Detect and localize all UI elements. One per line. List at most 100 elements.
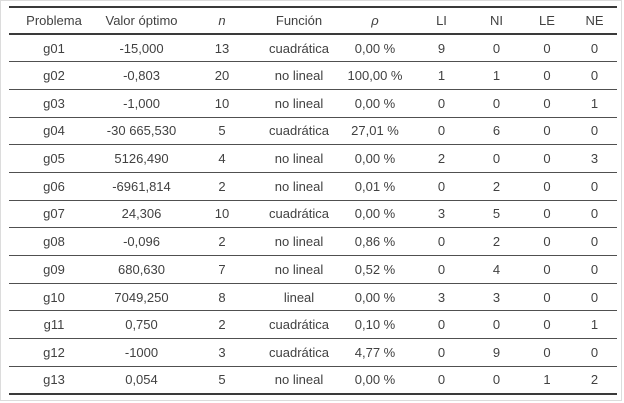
cell-le: 0 [522, 283, 572, 312]
cell-ni: 0 [471, 366, 522, 395]
cell-valor_optimo: 7049,250 [99, 283, 184, 312]
cell-funcion: lineal [260, 283, 338, 312]
cell-funcion: no lineal [260, 89, 338, 118]
cell-li: 9 [412, 34, 471, 63]
cell-ne: 0 [572, 117, 617, 146]
cell-ne: 2 [572, 366, 617, 395]
cell-rho: 27,01 % [338, 117, 412, 146]
cell-li: 1 [412, 61, 471, 90]
cell-funcion: cuadrática [260, 200, 338, 229]
cell-ni: 0 [471, 310, 522, 340]
cell-n: 10 [184, 89, 260, 118]
cell-ni: 6 [471, 117, 522, 146]
cell-le: 0 [522, 61, 572, 90]
cell-rho: 0,10 % [338, 310, 412, 340]
table-row: g11 0,750 2 cuadrática 0,10 % 0 0 0 1 [9, 310, 617, 340]
cell-li: 0 [412, 117, 471, 146]
cell-valor_optimo: 5126,490 [99, 144, 184, 173]
cell-li: 0 [412, 310, 471, 340]
table-row: g08 -0,096 2 no lineal 0,86 % 0 2 0 0 [9, 227, 617, 256]
cell-problema: g09 [9, 255, 99, 284]
cell-funcion: cuadrática [260, 117, 338, 146]
cell-problema: g03 [9, 89, 99, 118]
cell-li: 2 [412, 144, 471, 173]
cell-le: 0 [522, 338, 572, 367]
cell-funcion: cuadrática [260, 338, 338, 367]
cell-li: 3 [412, 200, 471, 229]
cell-valor_optimo: 0,054 [99, 366, 184, 395]
cell-funcion: no lineal [260, 227, 338, 256]
header-row: Problema Valor óptimo n Función ρ LI NI LE NE [9, 7, 617, 35]
table-row: g07 24,306 10 cuadrática 0,00 % 3 5 0 0 [9, 200, 617, 229]
cell-n: 5 [184, 117, 260, 146]
cell-ne: 0 [572, 61, 617, 90]
column-header-le: LE [522, 7, 572, 35]
cell-rho: 0,01 % [338, 172, 412, 201]
column-header-li: LI [412, 7, 471, 35]
cell-valor_optimo: -1,000 [99, 89, 184, 118]
cell-ni: 0 [471, 89, 522, 118]
cell-problema: g04 [9, 117, 99, 146]
cell-ni: 4 [471, 255, 522, 284]
cell-ne: 3 [572, 144, 617, 173]
cell-rho: 0,00 % [338, 283, 412, 312]
cell-problema: g01 [9, 34, 99, 63]
cell-n: 2 [184, 172, 260, 201]
cell-ne: 1 [572, 310, 617, 340]
cell-n: 5 [184, 366, 260, 395]
table-row: g06 -6961,814 2 no lineal 0,01 % 0 2 0 0 [9, 172, 617, 201]
cell-ne: 0 [572, 227, 617, 256]
cell-rho: 0,00 % [338, 366, 412, 395]
cell-ni: 5 [471, 200, 522, 229]
table-body: g01 -15,000 13 cuadrática 0,00 % 9 0 0 0 g02 -0,80… [9, 34, 617, 395]
cell-ni: 0 [471, 144, 522, 173]
cell-ne: 0 [572, 283, 617, 312]
cell-n: 2 [184, 227, 260, 256]
column-header-ni: NI [471, 7, 522, 35]
column-header-problema: Problema [9, 7, 99, 35]
cell-n: 7 [184, 255, 260, 284]
cell-valor_optimo: -0,803 [99, 61, 184, 90]
table-row: g13 0,054 5 no lineal 0,00 % 0 0 1 2 [9, 366, 617, 395]
cell-ni: 2 [471, 227, 522, 256]
cell-ne: 0 [572, 255, 617, 284]
cell-rho: 0,00 % [338, 144, 412, 173]
cell-ni: 0 [471, 34, 522, 63]
benchmark-problems-table: Problema Valor óptimo n Función ρ LI NI LE NE g0… [9, 6, 617, 395]
cell-li: 0 [412, 255, 471, 284]
cell-problema: g05 [9, 144, 99, 173]
cell-le: 0 [522, 172, 572, 201]
cell-problema: g07 [9, 200, 99, 229]
table-row: g05 5126,490 4 no lineal 0,00 % 2 0 0 3 [9, 144, 617, 173]
cell-funcion: cuadrática [260, 310, 338, 340]
cell-valor_optimo: -6961,814 [99, 172, 184, 201]
cell-ni: 3 [471, 283, 522, 312]
cell-le: 0 [522, 310, 572, 340]
table-row: g10 7049,250 8 lineal 0,00 % 3 3 0 0 [9, 283, 617, 312]
cell-problema: g10 [9, 283, 99, 312]
column-header-funcion: Función [260, 7, 338, 35]
cell-le: 0 [522, 117, 572, 146]
table-row: g03 -1,000 10 no lineal 0,00 % 0 0 0 1 [9, 89, 617, 118]
table-row: g12 -1000 3 cuadrática 4,77 % 0 9 0 0 [9, 338, 617, 367]
cell-le: 0 [522, 227, 572, 256]
column-header-valor_optimo: Valor óptimo [99, 7, 184, 35]
cell-rho: 4,77 % [338, 338, 412, 367]
cell-le: 0 [522, 34, 572, 63]
column-header-rho: ρ [338, 7, 412, 35]
cell-rho: 0,86 % [338, 227, 412, 256]
cell-le: 0 [522, 89, 572, 118]
cell-problema: g11 [9, 310, 99, 340]
table-row: g09 680,630 7 no lineal 0,52 % 0 4 0 0 [9, 255, 617, 284]
cell-ne: 0 [572, 172, 617, 201]
cell-le: 0 [522, 144, 572, 173]
cell-problema: g08 [9, 227, 99, 256]
cell-problema: g02 [9, 61, 99, 90]
column-header-ne: NE [572, 7, 617, 35]
cell-li: 0 [412, 89, 471, 118]
cell-rho: 0,00 % [338, 89, 412, 118]
cell-valor_optimo: 0,750 [99, 310, 184, 340]
cell-valor_optimo: -15,000 [99, 34, 184, 63]
cell-rho: 0,00 % [338, 200, 412, 229]
cell-valor_optimo: -30 665,530 [99, 117, 184, 146]
